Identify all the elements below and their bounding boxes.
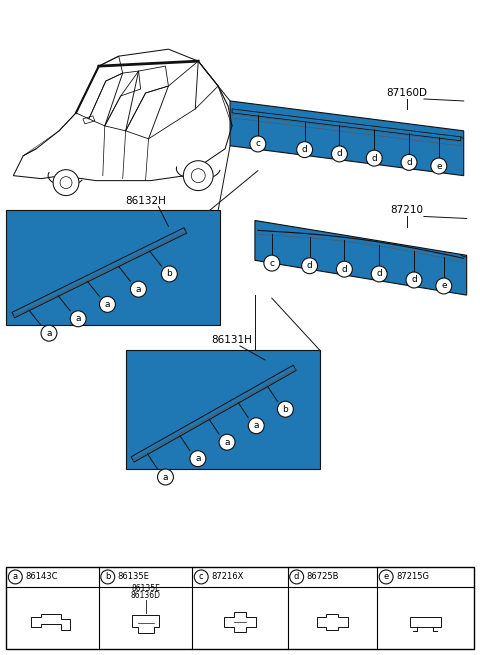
Circle shape	[401, 155, 417, 170]
Bar	[126, 350, 320, 470]
Text: e: e	[384, 572, 389, 582]
Text: d: d	[372, 154, 377, 162]
Circle shape	[8, 570, 22, 584]
Text: a: a	[253, 421, 259, 430]
Text: 86135E: 86135E	[131, 584, 160, 593]
Circle shape	[161, 266, 177, 282]
Text: d: d	[302, 145, 308, 154]
Circle shape	[332, 146, 348, 162]
Circle shape	[192, 169, 205, 183]
Text: 86143C: 86143C	[25, 572, 58, 582]
Circle shape	[53, 170, 79, 196]
Circle shape	[70, 311, 86, 327]
Text: e: e	[441, 282, 446, 290]
Text: 87215G: 87215G	[396, 572, 429, 582]
Text: b: b	[167, 269, 172, 278]
Text: 86132H: 86132H	[125, 196, 166, 206]
Circle shape	[101, 570, 115, 584]
Text: 86725B: 86725B	[307, 572, 339, 582]
Text: 87160D: 87160D	[386, 88, 428, 98]
Circle shape	[183, 160, 213, 191]
Circle shape	[248, 418, 264, 434]
Circle shape	[277, 402, 293, 417]
Circle shape	[301, 258, 318, 274]
Text: d: d	[376, 269, 382, 278]
Circle shape	[131, 281, 146, 297]
Text: a: a	[195, 454, 201, 463]
Circle shape	[366, 150, 382, 166]
Text: d: d	[411, 276, 417, 284]
Text: a: a	[105, 300, 110, 309]
Text: a: a	[46, 329, 52, 338]
Text: d: d	[341, 265, 347, 274]
Circle shape	[190, 451, 206, 466]
Text: d: d	[336, 149, 342, 159]
Circle shape	[219, 434, 235, 450]
Text: d: d	[294, 572, 300, 582]
Text: 87216X: 87216X	[211, 572, 243, 582]
Bar	[6, 567, 474, 648]
Bar	[6, 210, 220, 325]
Text: b: b	[105, 572, 110, 582]
Text: d: d	[307, 261, 312, 271]
Text: c: c	[199, 572, 204, 582]
Text: c: c	[269, 259, 274, 268]
Text: d: d	[406, 158, 412, 167]
Text: a: a	[224, 438, 230, 447]
Text: a: a	[13, 572, 18, 582]
Circle shape	[194, 570, 208, 584]
Text: a: a	[75, 314, 81, 324]
Circle shape	[157, 469, 173, 485]
Text: 86131H: 86131H	[212, 335, 252, 345]
Circle shape	[99, 297, 115, 312]
Circle shape	[264, 255, 280, 271]
Text: b: b	[283, 405, 288, 414]
Text: c: c	[255, 140, 260, 149]
Text: a: a	[163, 472, 168, 481]
Circle shape	[379, 570, 393, 584]
Text: 87210: 87210	[391, 206, 423, 215]
Circle shape	[431, 158, 447, 174]
Circle shape	[60, 177, 72, 189]
Text: a: a	[136, 285, 141, 293]
Text: e: e	[436, 162, 442, 170]
Circle shape	[41, 326, 57, 341]
Circle shape	[371, 266, 387, 282]
Circle shape	[290, 570, 304, 584]
Text: 86135E: 86135E	[118, 572, 150, 582]
Circle shape	[436, 278, 452, 294]
Polygon shape	[255, 221, 467, 295]
Circle shape	[250, 136, 266, 152]
Circle shape	[336, 261, 352, 277]
Polygon shape	[230, 101, 464, 176]
Text: 86136D: 86136D	[131, 591, 160, 601]
Circle shape	[406, 272, 422, 288]
Circle shape	[297, 141, 312, 158]
